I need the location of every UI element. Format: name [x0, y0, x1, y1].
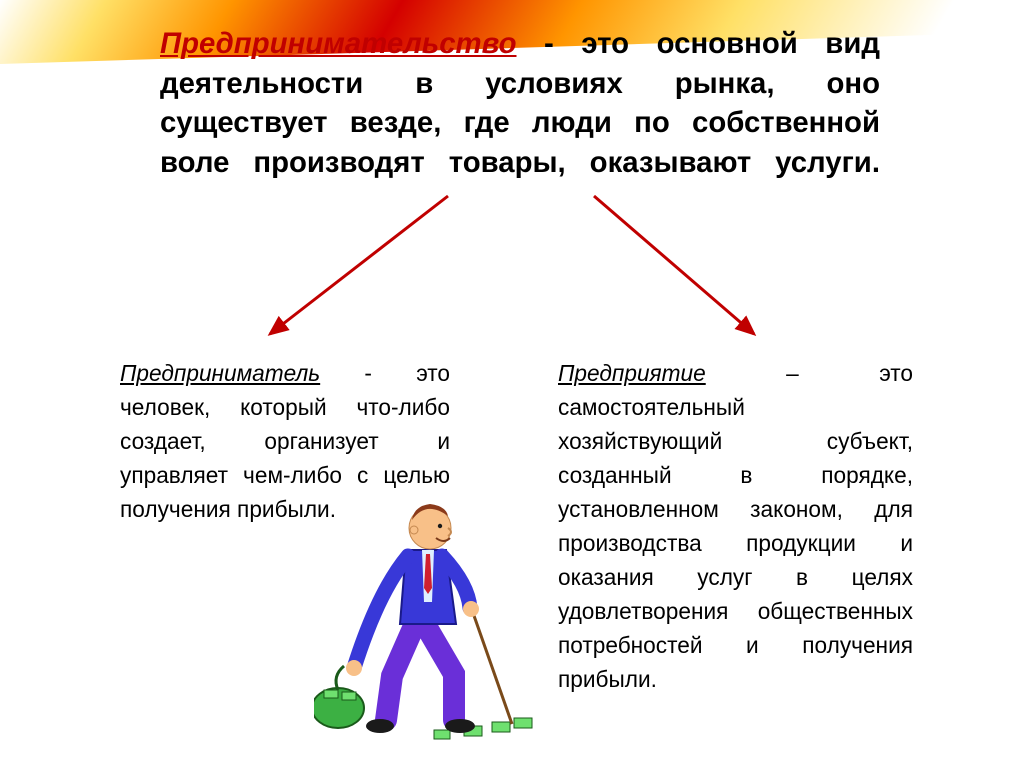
- term-enterprise: Предприятие: [558, 360, 706, 386]
- businessman-walking-money-icon: [314, 492, 544, 742]
- definition-enterprise: Предприятие – это самостоятельный хозяйс…: [558, 356, 913, 696]
- term-entrepreneur: Предприниматель: [120, 360, 320, 386]
- enterprise-body: – это самостоятельный хозяйствующий субъ…: [558, 360, 913, 692]
- arrow-right: [594, 196, 754, 334]
- arrow-left: [270, 196, 448, 334]
